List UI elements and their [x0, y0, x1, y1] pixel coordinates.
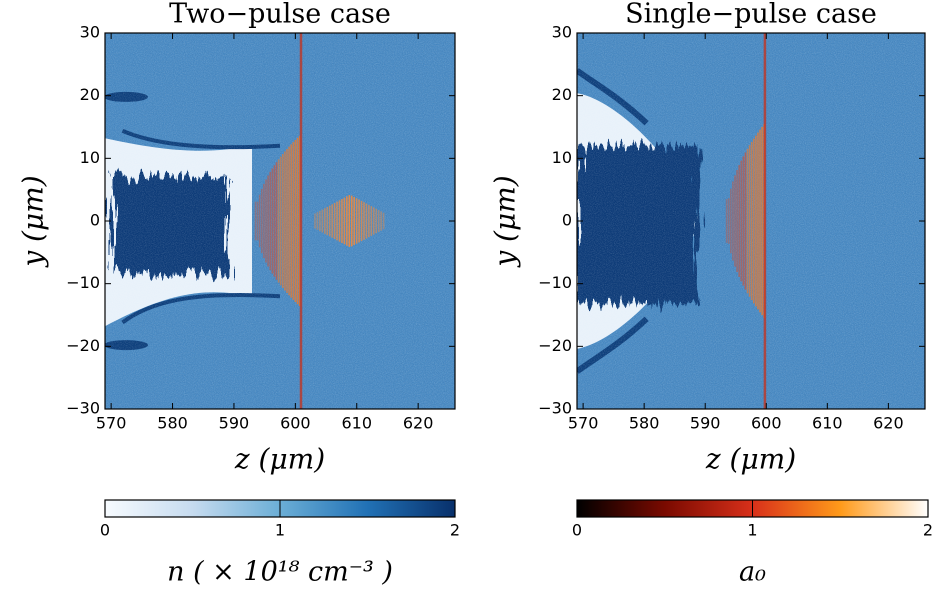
colorbar-label: a₀ [739, 557, 766, 588]
x-tick-label: 590 [690, 414, 721, 433]
x-tick-label: 580 [157, 414, 188, 433]
panel-title: Single−pulse case [625, 0, 877, 30]
x-tick-label: 610 [341, 414, 372, 433]
y-tick-label: 0 [562, 211, 572, 230]
x-tick-label: 600 [751, 414, 782, 433]
colorbar-label: n ( × 10¹⁸ cm⁻³ ) [167, 557, 393, 588]
x-tick-label: 610 [812, 414, 843, 433]
colorbar-tick-label: 2 [450, 521, 460, 540]
y-tick-label: 20 [552, 85, 572, 104]
panel-title: Two−pulse case [169, 0, 391, 30]
colorbar-tick-label: 0 [572, 521, 582, 540]
y-tick-label: −10 [538, 273, 572, 292]
x-tick-label: 580 [629, 414, 660, 433]
x-tick-label: 620 [873, 414, 904, 433]
y-tick-label: 10 [80, 148, 100, 167]
y-axis-label: y (μm) [489, 175, 522, 268]
y-axis-label: y (μm) [17, 175, 50, 268]
x-tick-label: 620 [403, 414, 434, 433]
y-tick-label: 0 [90, 211, 100, 230]
heatmap-image [105, 33, 455, 409]
x-axis-label: z (μm) [705, 443, 796, 476]
x-axis-label: z (μm) [234, 443, 325, 476]
y-tick-label: −30 [538, 399, 572, 418]
y-tick-label: −20 [66, 336, 100, 355]
colorbar-tick-label: 1 [747, 521, 757, 540]
x-tick-label: 600 [280, 414, 311, 433]
x-tick-label: 570 [96, 414, 127, 433]
heatmap-image [577, 33, 925, 409]
y-tick-label: 10 [552, 148, 572, 167]
y-tick-label: −30 [66, 399, 100, 418]
y-tick-label: −10 [66, 273, 100, 292]
y-tick-label: −20 [538, 336, 572, 355]
x-tick-label: 590 [219, 414, 250, 433]
colorbar-tick-label: 1 [275, 521, 285, 540]
y-tick-label: 30 [80, 23, 100, 42]
colorbar-tick-label: 2 [923, 521, 933, 540]
x-tick-label: 570 [568, 414, 599, 433]
y-tick-label: 20 [80, 85, 100, 104]
colorbar-tick-label: 0 [100, 521, 110, 540]
y-tick-label: 30 [552, 23, 572, 42]
